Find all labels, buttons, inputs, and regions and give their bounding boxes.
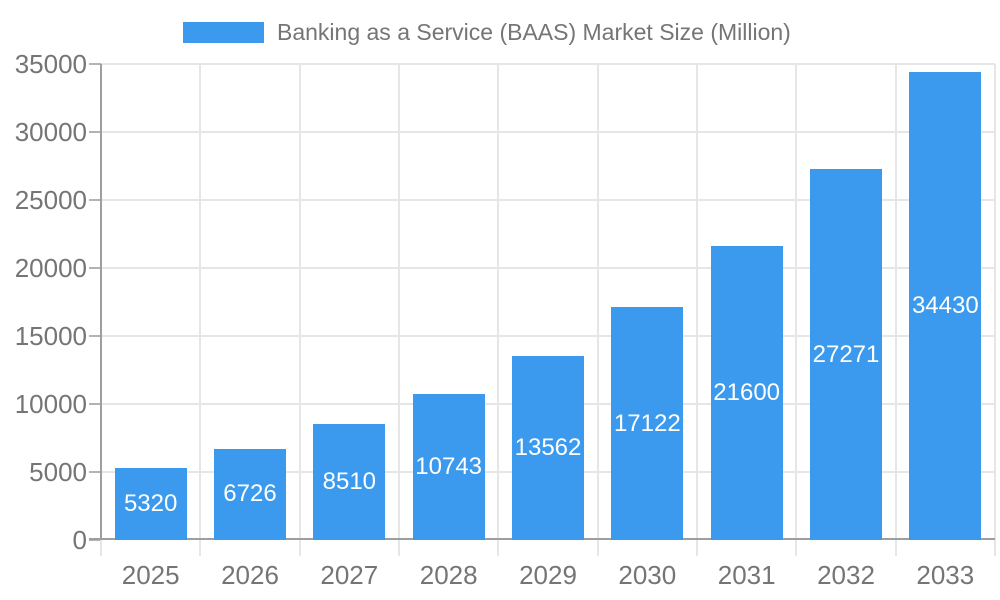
h-gridline	[101, 63, 995, 65]
x-axis-tick-label: 2029	[519, 560, 577, 590]
y-axis-tick	[89, 539, 101, 541]
bar-value-label: 10743	[415, 452, 483, 480]
x-axis-tick-label: 2030	[618, 560, 677, 590]
y-axis-tick	[89, 267, 101, 269]
x-axis-tick-label: 2032	[817, 560, 875, 590]
v-gridline	[795, 64, 798, 556]
x-axis-tick-label: 2026	[221, 560, 279, 590]
bar	[114, 467, 187, 540]
y-axis-tick-label: 0	[72, 525, 87, 555]
y-axis-tick-label: 20000	[14, 253, 87, 283]
bar-value-label: 6726	[223, 480, 277, 508]
bar-value-label: 27271	[812, 340, 880, 368]
x-axis-tick-label: 2027	[320, 560, 379, 590]
y-axis-tick-label: 30000	[14, 117, 87, 147]
y-axis-tick	[89, 471, 101, 473]
y-axis-tick-label: 15000	[14, 321, 87, 351]
bar-value-label: 17122	[613, 409, 681, 437]
y-axis-tick-label: 35000	[14, 49, 87, 79]
v-gridline	[994, 64, 996, 556]
h-gridline	[101, 199, 995, 201]
bar	[412, 393, 485, 540]
y-axis-tick-label: 5000	[29, 457, 87, 487]
y-axis-tick	[89, 335, 101, 337]
y-axis-tick	[89, 63, 101, 65]
bar	[710, 246, 783, 540]
v-gridline	[398, 64, 400, 556]
y-axis-tick-label: 10000	[14, 389, 87, 419]
bar-value-label: 13562	[514, 433, 582, 461]
legend-swatch	[183, 22, 264, 43]
x-axis-tick-label: 2031	[717, 560, 776, 590]
bar-value-label: 34430	[911, 291, 979, 319]
bar	[512, 355, 584, 540]
h-gridline	[101, 267, 995, 269]
bar	[313, 424, 386, 540]
bar-value-label: 5320	[123, 489, 178, 517]
h-gridline	[101, 335, 995, 337]
chart-legend: Banking as a Service (BAAS) Market Size …	[183, 19, 791, 46]
x-axis-tick-label: 2033	[916, 560, 975, 590]
v-gridline	[894, 64, 897, 556]
bar-value-label: 8510	[322, 468, 377, 496]
x-axis-tick-label: 2025	[121, 560, 180, 590]
v-gridline	[298, 64, 301, 556]
y-axis-tick	[89, 403, 101, 405]
v-gridline	[596, 64, 599, 556]
bar-value-label: 21600	[713, 379, 781, 407]
y-axis-tick	[89, 131, 101, 133]
y-axis-tick-label: 25000	[14, 185, 87, 215]
legend-label: Banking as a Service (BAAS) Market Size …	[277, 19, 791, 45]
bar	[214, 448, 286, 540]
v-gridline	[696, 64, 698, 556]
bar	[810, 169, 882, 540]
y-axis-line	[100, 64, 102, 540]
y-axis-tick	[89, 199, 101, 201]
bar	[909, 71, 982, 540]
h-gridline	[101, 131, 995, 133]
v-gridline	[497, 64, 500, 556]
v-gridline	[199, 64, 202, 556]
x-axis-tick-label: 2028	[419, 560, 478, 590]
bar	[611, 307, 684, 540]
